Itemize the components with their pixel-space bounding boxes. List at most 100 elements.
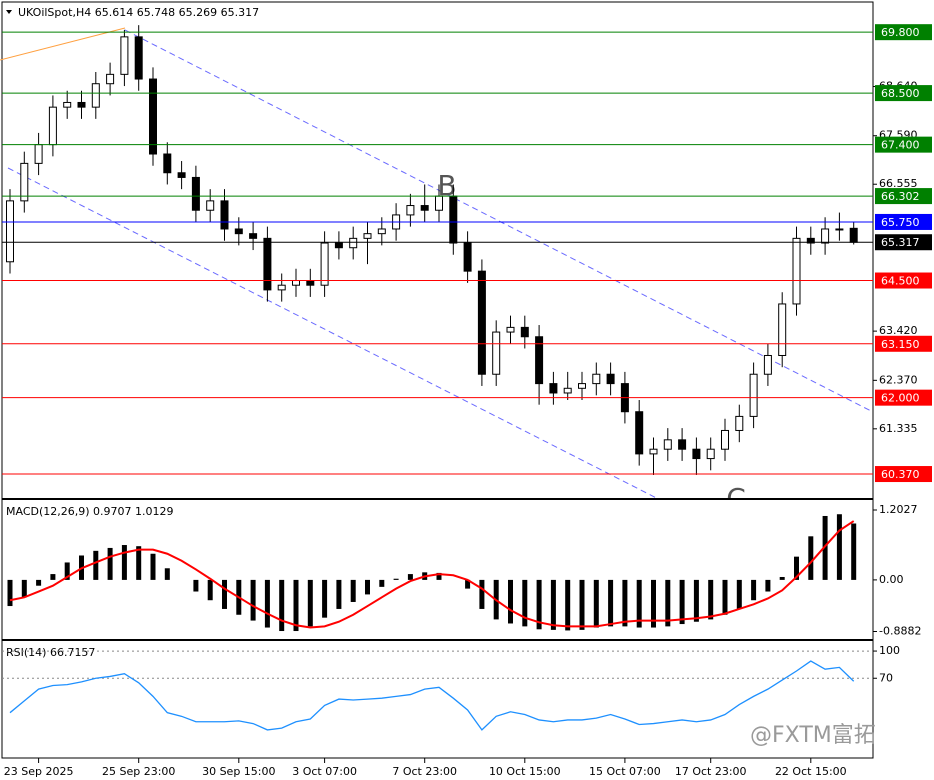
- signal-line: [9, 520, 855, 629]
- level-label: 65.750: [881, 216, 920, 229]
- histogram-bar: [622, 579, 628, 627]
- level-label-box: [875, 335, 932, 352]
- y-tick-label: 0.00: [879, 573, 904, 586]
- y-tick-label: 100: [879, 644, 900, 657]
- candle-body: [835, 228, 844, 231]
- level-label-box: [875, 85, 932, 102]
- y-tick-label: 66.555: [879, 177, 918, 190]
- candle-body: [191, 176, 200, 211]
- level-label-box: [875, 389, 932, 406]
- rsi-line: [9, 660, 855, 731]
- candle-body: [749, 373, 758, 417]
- histogram-bar: [7, 579, 13, 607]
- candle-body: [363, 233, 372, 239]
- level-label: 60.370: [881, 468, 920, 481]
- candle-body: [649, 448, 658, 455]
- histogram-bar: [279, 579, 285, 632]
- candle-body: [20, 162, 29, 202]
- level-label: 69.800: [881, 26, 920, 39]
- histogram-bar: [107, 547, 113, 580]
- indicator-title: MACD(12,26,9) 0.9707 1.0129: [6, 505, 174, 518]
- histogram-bar: [222, 579, 227, 609]
- candle-body: [249, 233, 258, 239]
- level-label-box: [875, 188, 932, 205]
- histogram-bar: [465, 579, 471, 589]
- candle-body: [678, 439, 687, 450]
- candle-body: [778, 303, 787, 356]
- candle-body: [334, 242, 343, 249]
- candle-body: [492, 331, 501, 375]
- x-tick-label: 17 Oct 23:00: [675, 765, 747, 778]
- x-tick-label: 25 Sep 23:00: [102, 765, 175, 778]
- x-tick-label: 30 Sep 15:00: [202, 765, 275, 778]
- candle-body: [263, 237, 272, 291]
- candle-body: [306, 280, 315, 286]
- histogram-bar: [822, 515, 828, 580]
- level-label-box: [875, 234, 932, 251]
- candle-body: [635, 411, 644, 455]
- histogram-bar: [164, 568, 170, 580]
- candle-body: [506, 326, 515, 333]
- x-tick-label: 10 Oct 15:00: [489, 765, 561, 778]
- candle-body: [292, 280, 300, 286]
- histogram-bar: [794, 556, 799, 580]
- histogram-bar: [522, 579, 528, 627]
- candle-body: [6, 200, 14, 263]
- histogram-bar: [536, 579, 542, 630]
- candle-body: [420, 205, 429, 211]
- histogram-bar: [808, 536, 814, 580]
- wave-label: C: [726, 482, 746, 515]
- candle-body: [606, 373, 615, 385]
- x-tick-label: 7 Oct 23:00: [392, 765, 457, 778]
- histogram-bar: [665, 579, 671, 627]
- histogram-bar: [350, 579, 356, 602]
- histogram-bar: [751, 579, 757, 601]
- histogram-bar: [207, 579, 213, 601]
- histogram-bar: [765, 579, 771, 592]
- x-tick-label: 15 Oct 07:00: [589, 765, 661, 778]
- level-label: 67.400: [881, 139, 920, 152]
- histogram-bar: [307, 579, 313, 627]
- histogram-bar: [579, 579, 585, 630]
- level-label: 66.302: [881, 190, 920, 203]
- candle-body: [120, 36, 129, 75]
- y-tick-label: 70: [879, 671, 893, 684]
- histogram-bar: [407, 574, 413, 580]
- candle-body: [692, 448, 701, 460]
- candle-body: [206, 200, 215, 211]
- histogram-bar: [322, 579, 328, 618]
- candle-body: [320, 242, 329, 286]
- x-tick-label: 23 Sep 2025: [4, 765, 74, 778]
- candle-body: [763, 354, 772, 375]
- candle-body: [277, 284, 286, 291]
- histogram-bar: [193, 579, 199, 592]
- candle-body: [163, 153, 172, 174]
- candle-body: [549, 383, 558, 394]
- level-label-box: [875, 24, 932, 41]
- histogram-bar: [550, 579, 556, 630]
- watermark: @FXTM富拓: [750, 723, 876, 748]
- candle-body: [663, 439, 672, 450]
- histogram-bar: [693, 579, 699, 622]
- candle-body: [220, 200, 229, 230]
- histogram-bar: [21, 579, 27, 598]
- level-label: 65.317: [881, 236, 920, 249]
- level-label: 64.500: [881, 275, 920, 288]
- candle-body: [849, 227, 858, 243]
- histogram-bar: [436, 572, 442, 580]
- trend-line: [0, 27, 126, 61]
- histogram-bar: [150, 553, 156, 580]
- candle-body: [449, 195, 458, 244]
- x-tick-label: 3 Oct 07:00: [292, 765, 357, 778]
- histogram-bar: [779, 576, 785, 580]
- candle-body: [821, 228, 830, 244]
- histogram-bar: [651, 579, 656, 628]
- histogram-bar: [508, 579, 513, 624]
- candle-body: [477, 270, 486, 375]
- candle-body: [563, 387, 572, 394]
- histogram-bar: [636, 579, 642, 628]
- histogram-bar: [264, 579, 270, 628]
- candle-body: [234, 228, 243, 235]
